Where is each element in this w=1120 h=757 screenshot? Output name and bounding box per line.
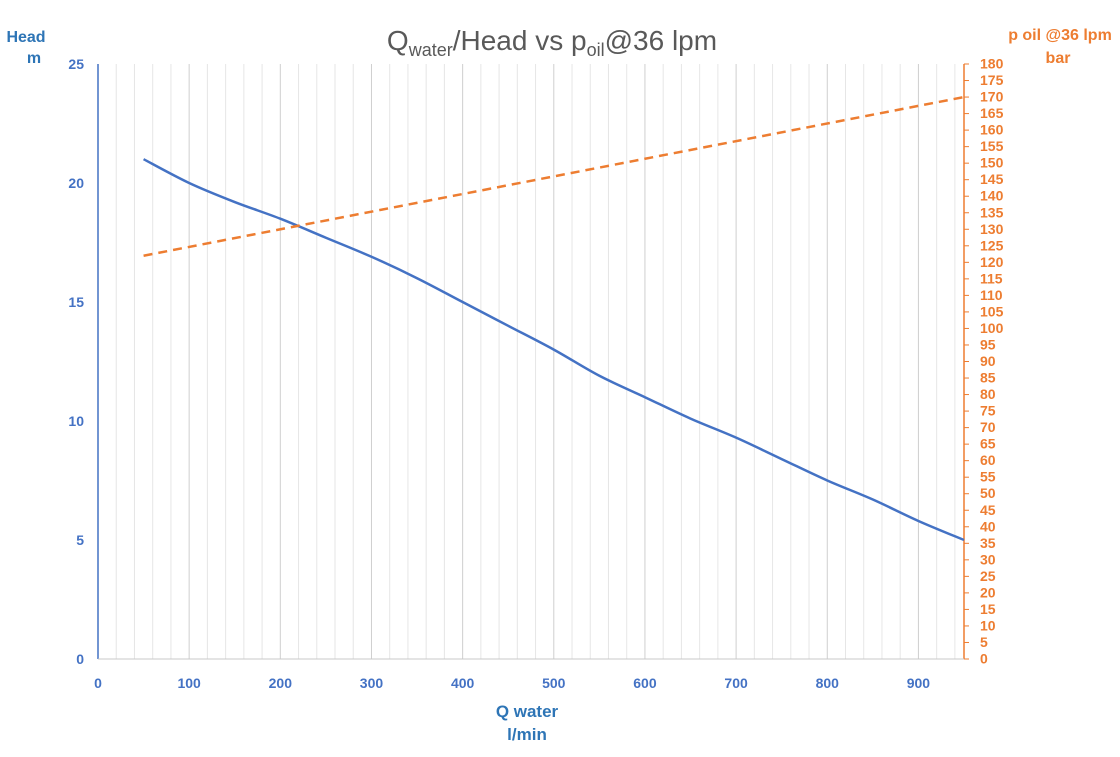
y-right-tick-label: 50 <box>980 485 996 501</box>
y-left-tick-label: 15 <box>68 294 84 310</box>
y-right-tick-label: 55 <box>980 469 996 485</box>
y-right-tick-label: 0 <box>980 651 988 667</box>
y-left-label-line1: Head <box>6 29 45 46</box>
x-tick-label: 0 <box>94 675 102 691</box>
x-tick-label: 800 <box>816 675 840 691</box>
y-right-tick-label: 90 <box>980 353 996 369</box>
axes <box>97 64 965 660</box>
title-sub-water: water <box>408 40 453 60</box>
x-tick-label: 700 <box>724 675 748 691</box>
y-right-tick-label: 175 <box>980 72 1004 88</box>
title-tail: @36 lpm <box>605 25 717 56</box>
y-right-tick-label: 40 <box>980 518 996 534</box>
y-right-tick-label: 80 <box>980 386 996 402</box>
title-sub-oil: oil <box>587 40 605 60</box>
x-tick-label: 200 <box>269 675 293 691</box>
y-right-tick-label: 115 <box>980 270 1003 286</box>
y-right-tick-label: 60 <box>980 452 996 468</box>
head-curve-line <box>143 158 965 542</box>
y-left-label-line2: m <box>27 50 41 67</box>
title-main: Q <box>387 25 409 56</box>
y-right-tick-label: 105 <box>980 303 1004 319</box>
y-right-tick-label: 150 <box>980 155 1004 171</box>
y-right-label-line1: p oil @36 lpm <box>1008 27 1112 44</box>
y-right-tick-label: 65 <box>980 436 996 452</box>
y-right-tick-label: 25 <box>980 568 996 584</box>
y-left-tick-label: 5 <box>76 532 84 548</box>
y-right-tick-label: 70 <box>980 419 996 435</box>
y-right-tick-label: 165 <box>980 105 1004 121</box>
y-right-tick-label: 15 <box>980 601 996 617</box>
x-tick-label: 400 <box>451 675 475 691</box>
y-right-label-line2: bar <box>1046 50 1071 67</box>
y-right-tick-label: 135 <box>980 204 1004 220</box>
y-right-tick-label: 140 <box>980 188 1004 204</box>
y-right-tick-label: 155 <box>980 138 1004 154</box>
x-tick-label: 600 <box>633 675 657 691</box>
y-right-tick-label: 125 <box>980 237 1004 253</box>
y-left-tick-label: 25 <box>68 56 84 72</box>
y-right-tick-label: 45 <box>980 502 996 518</box>
y-right-tick-label: 85 <box>980 370 996 386</box>
y-right-tick-label: 170 <box>980 89 1004 105</box>
y-left-tick-label: 20 <box>68 175 84 191</box>
y-right-tick-label: 5 <box>980 634 988 650</box>
y-right-tick-label: 75 <box>980 403 996 419</box>
y-right-tick-label: 95 <box>980 336 996 352</box>
x-label-line2: l/min <box>507 725 547 744</box>
y-left-tick-label: 0 <box>76 651 84 667</box>
x-tick-label: 100 <box>177 675 201 691</box>
y-right-tick-label: 10 <box>980 617 996 633</box>
y-right-tick-label: 35 <box>980 535 996 551</box>
y-left-tick-label: 10 <box>68 413 84 429</box>
y-right-tick-label: 120 <box>980 254 1004 270</box>
y-right-tick-label: 110 <box>980 287 1003 303</box>
y-right-tick-label: 145 <box>980 171 1004 187</box>
x-tick-label: 500 <box>542 675 566 691</box>
grid <box>115 64 956 659</box>
y-right-tick-label: 180 <box>980 56 1004 72</box>
oil-pressure-line <box>143 95 965 257</box>
y-right-tick-label: 130 <box>980 221 1004 237</box>
x-label-line1: Q water <box>496 702 559 721</box>
y-right-tick-label: 20 <box>980 584 996 600</box>
y-right-tick-label: 160 <box>980 122 1004 138</box>
y-right-tick-label: 30 <box>980 551 996 567</box>
y-right-tick-label: 100 <box>980 320 1004 336</box>
title-mid: /Head vs p <box>453 25 587 56</box>
x-tick-label: 300 <box>360 675 384 691</box>
chart-title: Qwater/Head vs poil@36 lpm <box>387 25 717 60</box>
series <box>143 95 965 542</box>
x-tick-label: 900 <box>907 675 931 691</box>
